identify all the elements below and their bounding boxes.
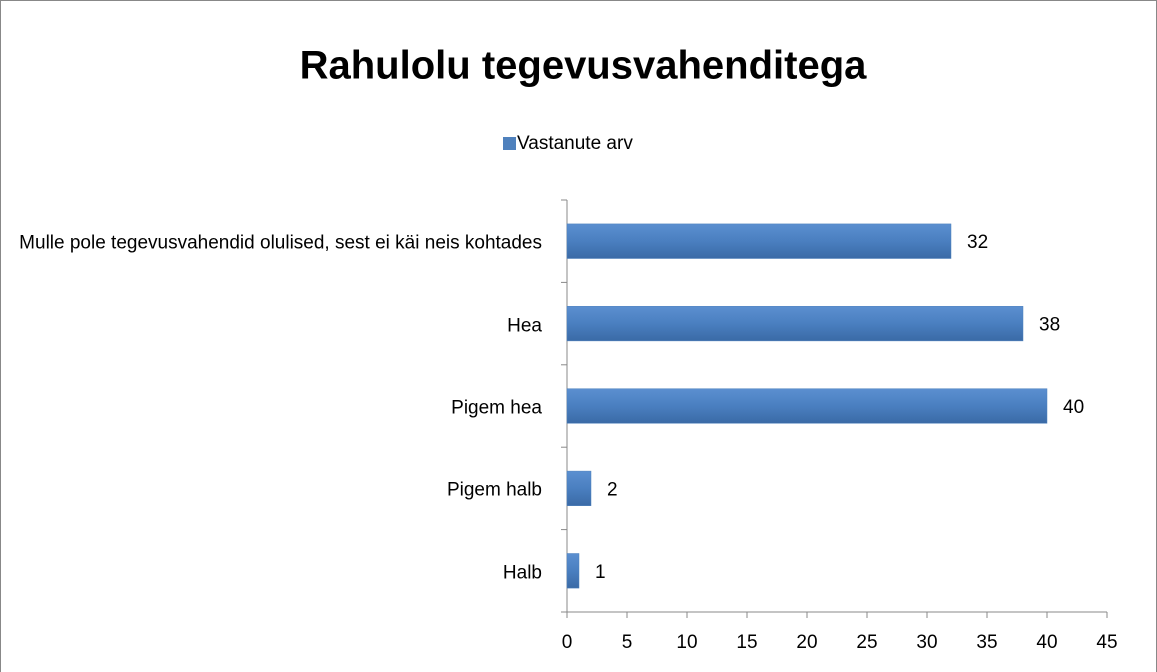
x-tick-label: 0 bbox=[562, 632, 573, 653]
x-tick-label: 40 bbox=[1036, 632, 1057, 653]
data-label: 32 bbox=[967, 232, 988, 253]
data-label: 2 bbox=[607, 479, 618, 500]
bar bbox=[566, 306, 1024, 342]
x-tick-label: 30 bbox=[916, 632, 937, 653]
y-tick-label: Pigem hea bbox=[451, 397, 542, 419]
x-tick-label: 10 bbox=[676, 632, 697, 653]
data-label: 40 bbox=[1063, 397, 1084, 418]
x-tick-label: 45 bbox=[1096, 632, 1117, 653]
data-label: 38 bbox=[1039, 315, 1060, 336]
data-label: 1 bbox=[595, 562, 606, 583]
x-tick-label: 15 bbox=[736, 632, 757, 653]
legend-swatch bbox=[503, 137, 516, 150]
y-tick-label: Mulle pole tegevusvahendid olulised, ses… bbox=[19, 232, 542, 254]
chart-title: Rahulolu tegevusvahenditega bbox=[300, 44, 868, 88]
y-tick-label: Pigem halb bbox=[446, 479, 542, 501]
x-tick-label: 35 bbox=[976, 632, 997, 653]
x-tick-label: 20 bbox=[796, 632, 817, 653]
y-tick-label: Halb bbox=[502, 562, 542, 584]
y-tick-label: Hea bbox=[507, 315, 542, 337]
x-tick-label: 5 bbox=[622, 632, 633, 653]
legend-label: Vastanute arv bbox=[517, 133, 633, 154]
x-tick-label: 25 bbox=[856, 632, 877, 653]
bar bbox=[566, 223, 952, 259]
bar bbox=[566, 553, 580, 589]
bar bbox=[566, 388, 1048, 424]
bar bbox=[566, 470, 592, 506]
